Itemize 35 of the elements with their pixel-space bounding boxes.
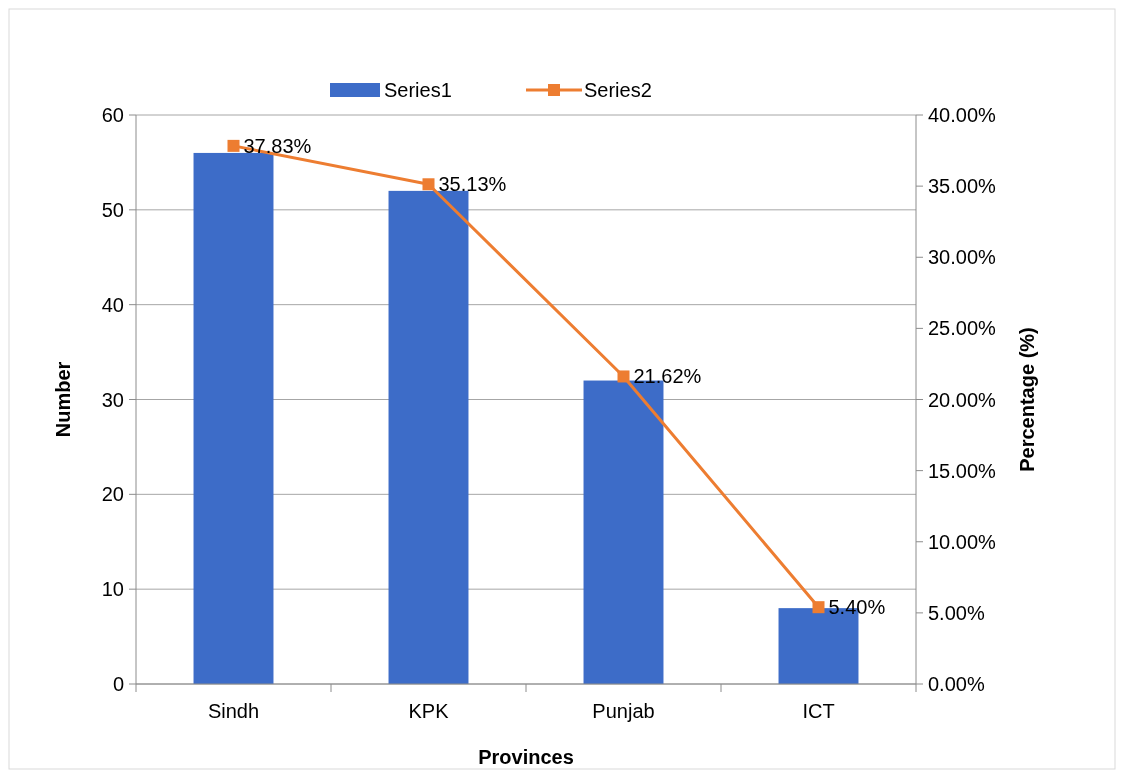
legend-label: Series2 [584,79,652,101]
y2-tick-label: 30.00% [928,246,997,269]
data-label: 35.13% [438,173,507,196]
y-axis-title: Number [52,361,74,438]
y2-tick-label: 20.00% [928,388,997,411]
y-tick-label: 10 [101,578,124,601]
data-label: 5.40% [828,596,886,619]
bar [193,152,274,684]
point [422,178,435,191]
x-axis-title: Provinces [478,746,574,768]
y-tick-label: 0 [112,673,124,695]
y2-tick-label: 35.00% [928,175,997,198]
data-label: 37.83% [243,134,312,157]
y2-tick-label: 15.00% [928,459,997,482]
x-tick-label: KPK [408,700,450,722]
y2-tick-label: 5.00% [928,601,985,624]
point [812,601,825,614]
y-tick-label: 60 [101,104,124,126]
point [617,370,630,383]
y2-tick-label: 25.00% [928,317,997,340]
y2-tick-label: 10.00% [928,530,997,553]
y-tick-label: 30 [101,388,124,411]
y-tick-label: 20 [101,483,124,506]
y2-tick-label: 0.00% [928,673,985,695]
legend-label: Series1 [384,79,452,101]
x-tick-label: Sindh [207,700,260,722]
y2-tick-label: 40.00% [928,104,997,126]
data-label: 21.62% [633,365,702,388]
y-tick-label: 50 [101,198,124,221]
y-tick-label: 40 [101,293,124,316]
bar [388,190,469,684]
y2-axis-title: Percentage (%) [1016,327,1038,472]
x-tick-label: ICT [802,700,835,722]
x-tick-label: Punjab [592,700,655,722]
point [227,139,240,152]
